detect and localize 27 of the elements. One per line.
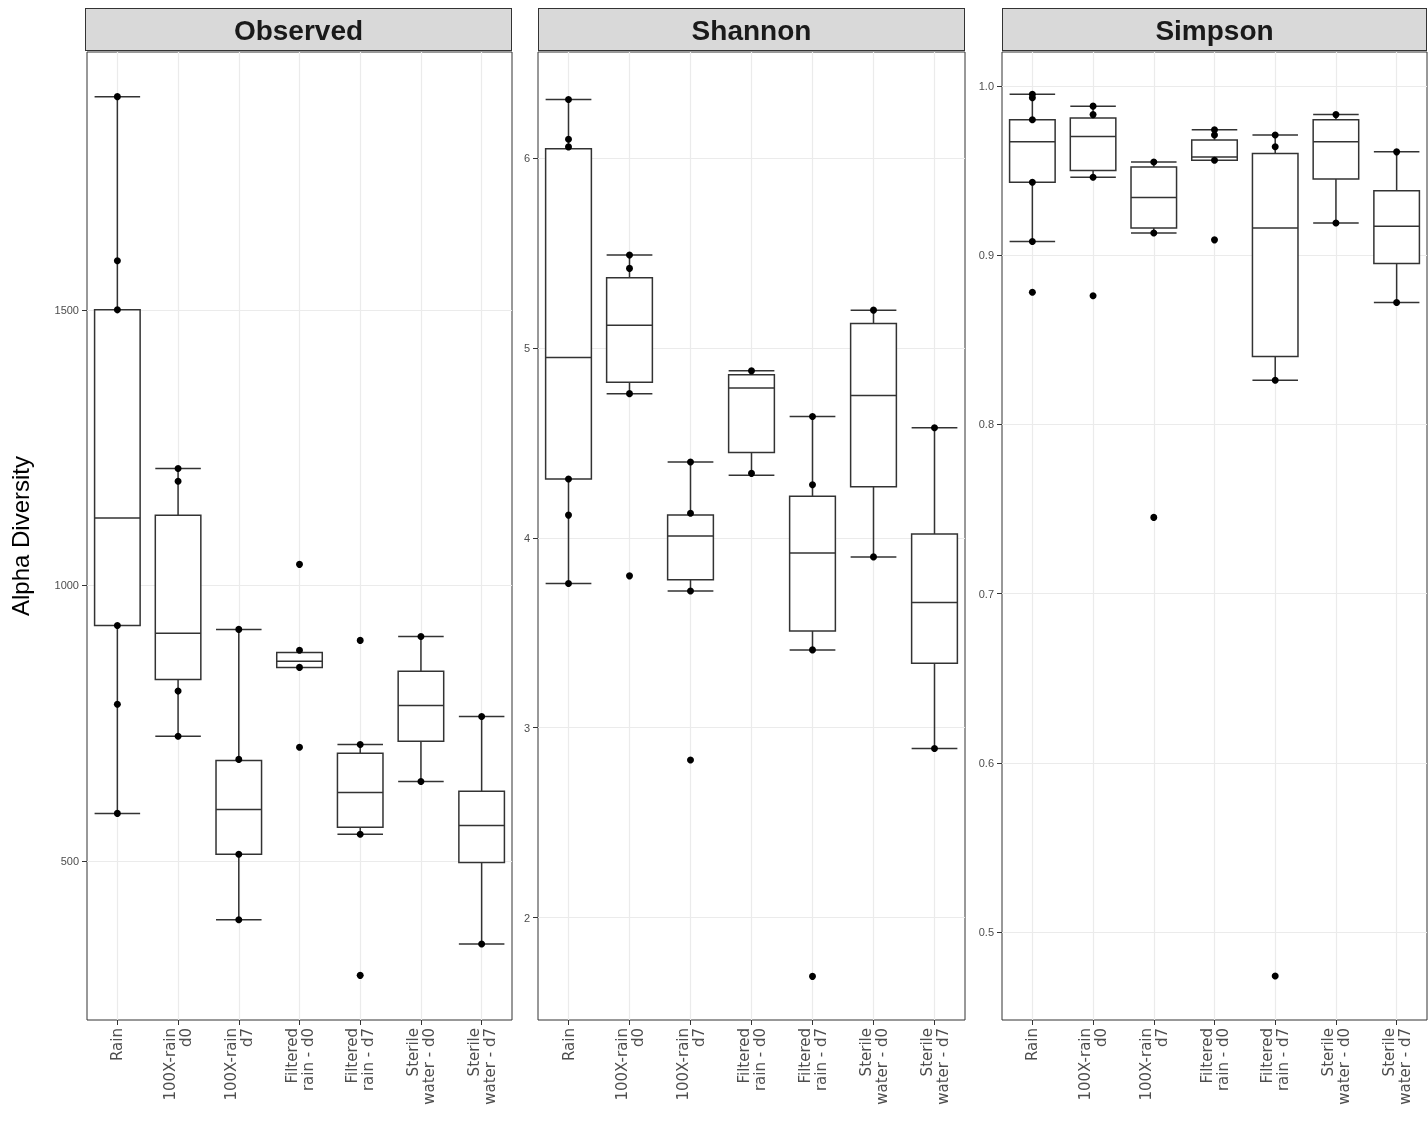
chart-title: Shannon (538, 8, 965, 51)
chart-title: Observed (85, 8, 512, 51)
y-tick-label: 1000 (54, 579, 79, 592)
y-tick-label: 2 (523, 911, 530, 924)
y-tick-label: 4 (523, 531, 530, 544)
x-tick-label: 100X-rain d7 (221, 1028, 256, 1101)
y-tick-label: 3 (523, 721, 530, 734)
x-tick-label: 100X-rain d0 (161, 1028, 196, 1101)
y-tick-label: 5 (523, 342, 530, 355)
x-tick-label: 100X-rain d7 (1136, 1028, 1171, 1101)
x-tick-label: Rain (1023, 1028, 1042, 1061)
y-tick-label: 0.5 (978, 926, 994, 938)
y-tick-label: 500 (60, 854, 79, 867)
y-tick-label: 0.6 (978, 756, 994, 769)
chart-title: Simpson (1002, 8, 1427, 51)
x-tick-label: 100X-rain d0 (612, 1028, 647, 1101)
x-tick-label: Rain (559, 1028, 578, 1061)
x-tick-label: 100X-rain d7 (673, 1028, 708, 1101)
y-tick-label: 1500 (54, 303, 79, 316)
y-tick-label: 0.8 (978, 418, 994, 431)
y-tick-label: 1.0 (978, 79, 994, 92)
y-tick-label: 0.7 (978, 587, 994, 600)
y-tick-label: 6 (523, 152, 530, 165)
y-axis-title: Alpha Diversity (6, 455, 34, 617)
y-tick-label: 0.9 (978, 249, 994, 262)
x-tick-label: 100X-rain d0 (1076, 1028, 1111, 1101)
x-tick-label: Rain (108, 1028, 127, 1061)
